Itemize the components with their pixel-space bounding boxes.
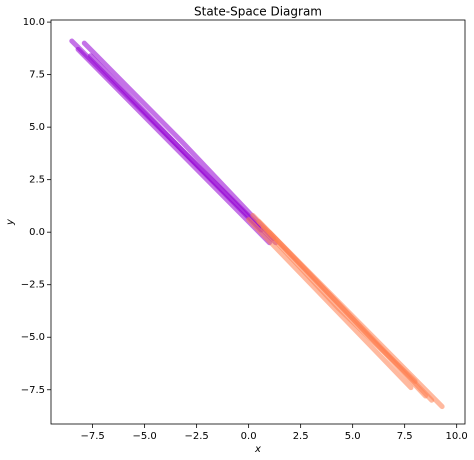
trajectory bbox=[260, 225, 418, 384]
x-tick-label: −5.0 bbox=[132, 431, 156, 442]
plot-frame bbox=[50, 19, 466, 425]
y-axis-label: y bbox=[5, 218, 16, 226]
x-tick-label: 5.0 bbox=[345, 431, 361, 442]
x-tick-label: 0.0 bbox=[241, 431, 257, 442]
y-tick-label: 10.0 bbox=[23, 17, 45, 28]
x-tick-label: 10.0 bbox=[446, 431, 468, 442]
trajectory bbox=[88, 53, 264, 233]
y-tick-label: 2.5 bbox=[29, 175, 45, 186]
chart-title: State-Space Diagram bbox=[194, 5, 322, 19]
y-tick-label: 0.0 bbox=[29, 227, 45, 238]
y-tick-label: −7.5 bbox=[21, 385, 45, 396]
x-tick-label: −2.5 bbox=[184, 431, 208, 442]
y-tick-label: −5.0 bbox=[21, 332, 45, 343]
trajectory bbox=[81, 40, 277, 241]
trajectory bbox=[246, 217, 414, 391]
y-tick-label: 5.0 bbox=[29, 122, 45, 133]
y-tick-label: −2.5 bbox=[21, 280, 45, 291]
x-tick-label: −7.5 bbox=[80, 431, 104, 442]
x-axis-label: x bbox=[254, 444, 261, 455]
x-tick-label: 7.5 bbox=[397, 431, 413, 442]
x-tick-label: 2.5 bbox=[293, 431, 309, 442]
trajectory bbox=[75, 46, 272, 246]
y-tick-label: 7.5 bbox=[29, 70, 45, 81]
